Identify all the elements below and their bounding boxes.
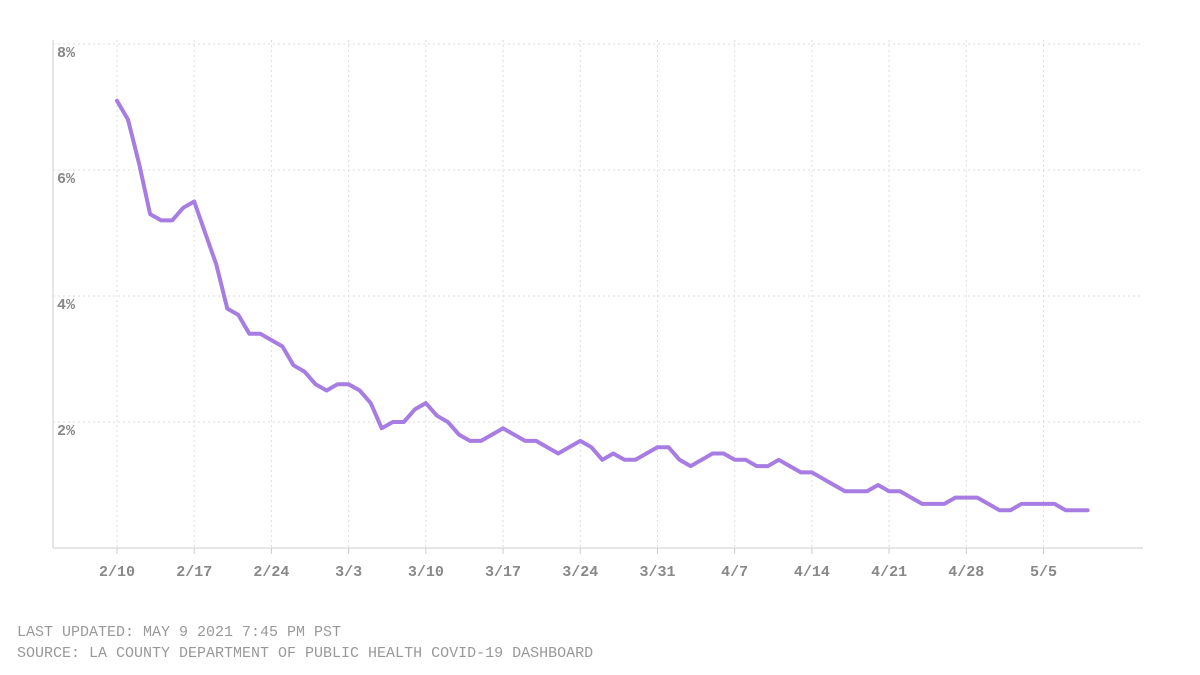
- x-tick-label: 2/24: [253, 564, 289, 581]
- note: LAST UPDATED: MAY 9 2021 7:45 PM PST: [17, 624, 341, 641]
- line: [115, 98, 1090, 513]
- y-tick-label: 8%: [57, 45, 76, 62]
- x-tick-label: 4/21: [871, 564, 907, 581]
- x-tick-label: 3/10: [408, 564, 444, 581]
- x-tick-label: 3/31: [639, 564, 675, 581]
- x-tick-label: 4/7: [721, 564, 748, 581]
- x-tick-label: 3/3: [335, 564, 362, 581]
- x-tick-label: 2/10: [99, 564, 135, 581]
- x-tick-label: 3/24: [562, 564, 598, 581]
- x-tick-label: 2/17: [176, 564, 212, 581]
- x-tick-label: 3/17: [485, 564, 521, 581]
- x-tick-label: 5/5: [1030, 564, 1057, 581]
- y-tick-label: 2%: [57, 423, 76, 440]
- y-tick-label: 6%: [57, 171, 76, 188]
- y-tick-label: 4%: [57, 297, 76, 314]
- note: SOURCE: LA COUNTY DEPARTMENT OF PUBLIC H…: [17, 645, 593, 662]
- x-tick-label: 4/28: [948, 564, 984, 581]
- x-tick-label: 4/14: [794, 564, 830, 581]
